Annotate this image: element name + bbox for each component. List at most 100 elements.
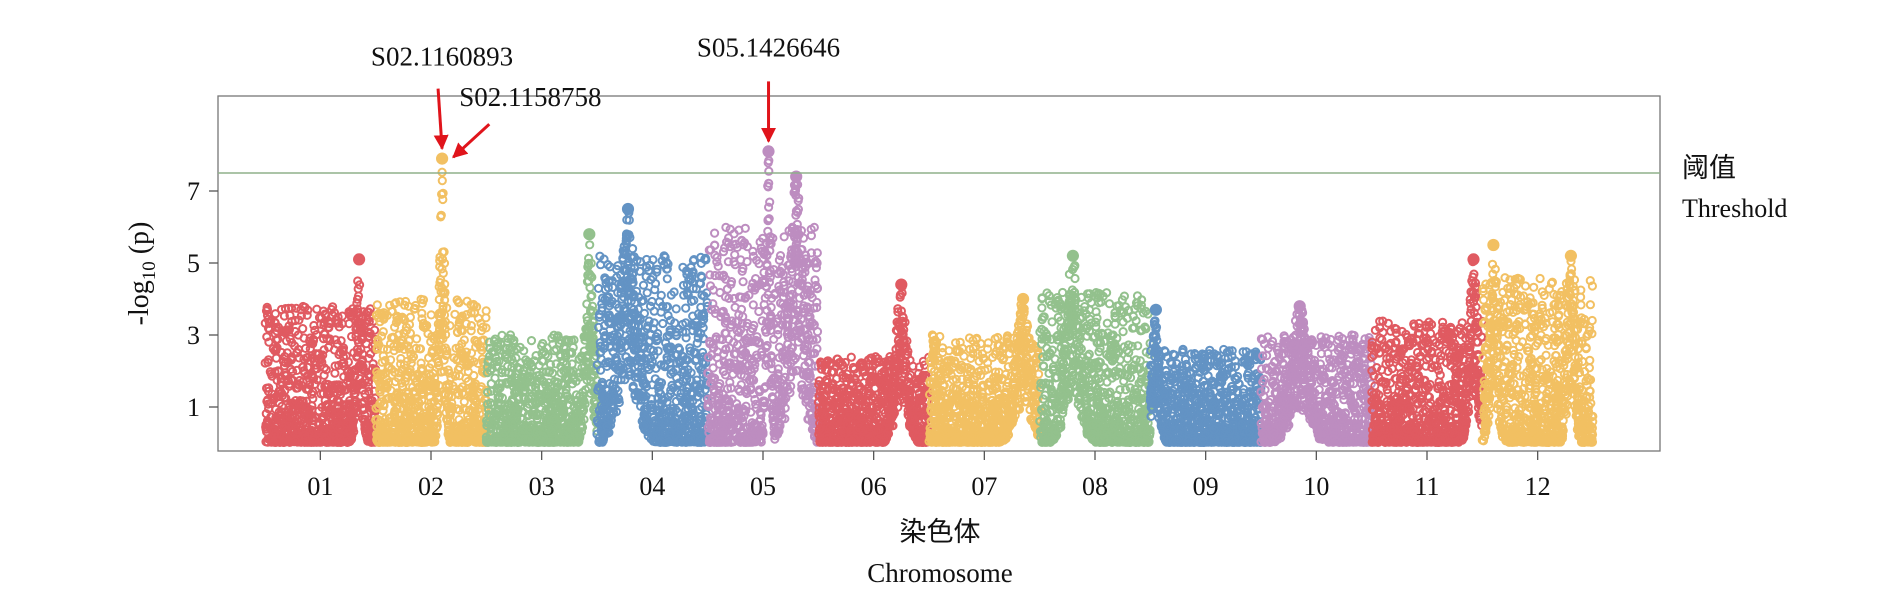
snp-point <box>344 319 354 329</box>
snp-point <box>340 404 350 414</box>
snp-point <box>369 386 379 396</box>
snp-point <box>628 244 638 254</box>
chromosome-01-points <box>260 253 381 447</box>
snp-point <box>262 427 272 437</box>
snp-point <box>337 311 347 321</box>
snp-point <box>280 304 291 314</box>
snp-point <box>357 404 367 414</box>
snp-point <box>437 176 447 186</box>
snp-point <box>353 276 363 286</box>
snp-point <box>345 308 355 318</box>
snp-point <box>284 381 294 391</box>
snp-point <box>593 283 604 293</box>
snp-point <box>285 437 295 447</box>
snp-point <box>292 365 302 375</box>
snp-point <box>713 261 723 271</box>
snp-point <box>287 316 297 327</box>
snp-point <box>334 397 344 407</box>
snp-point <box>526 336 537 346</box>
snp-point <box>305 344 315 354</box>
snp-point <box>330 368 340 378</box>
chromosome-03-points <box>481 228 602 447</box>
snp-point <box>671 304 681 314</box>
snp-point <box>314 313 325 323</box>
snp-point <box>346 368 356 378</box>
snp-point <box>773 329 783 340</box>
snp-point <box>354 311 364 321</box>
snp-point <box>265 325 275 335</box>
snp-point <box>658 318 668 329</box>
snp-point <box>325 336 335 346</box>
snp-point <box>339 372 349 382</box>
snp-point <box>437 167 447 177</box>
snp-point <box>307 389 317 399</box>
snp-point <box>291 303 301 313</box>
peak-snp-point <box>436 152 449 165</box>
snp-point <box>710 228 720 238</box>
peak-snp-point <box>583 228 596 241</box>
snp-point <box>341 385 351 395</box>
snp-point <box>344 425 354 436</box>
snp-point <box>269 430 280 440</box>
snp-point <box>320 329 330 339</box>
snp-point <box>310 364 320 374</box>
snp-point <box>350 381 360 391</box>
snp-point <box>779 232 789 242</box>
snp-point <box>358 365 368 375</box>
snp-point <box>349 389 359 399</box>
snp-point <box>357 399 367 409</box>
chromosome-05-points <box>703 145 823 447</box>
snp-point <box>320 395 330 406</box>
snp-point <box>318 350 328 360</box>
snp-point <box>754 306 764 317</box>
snp-point <box>290 326 300 337</box>
snp-point <box>310 325 320 335</box>
snp-point <box>277 326 287 336</box>
snp-point <box>263 314 273 324</box>
snp-point <box>585 240 595 250</box>
snp-point <box>353 347 363 357</box>
peak-snp-point <box>621 202 635 216</box>
snp-point <box>357 357 367 367</box>
snp-point <box>335 347 345 357</box>
snp-point <box>278 356 289 367</box>
snp-point <box>299 412 309 422</box>
snp-point <box>318 306 329 316</box>
snp-point <box>271 353 281 363</box>
chromosome-04-points <box>592 202 713 447</box>
snp-point <box>265 367 275 377</box>
snp-point <box>358 362 368 372</box>
snp-point <box>308 435 318 445</box>
snp-point <box>333 318 343 328</box>
snp-point <box>313 350 323 360</box>
snp-point <box>305 333 315 343</box>
snp-point <box>300 368 310 378</box>
snp-point <box>270 367 280 377</box>
snp-point <box>303 404 313 414</box>
snp-point <box>262 383 272 393</box>
snp-point <box>642 288 652 298</box>
snp-point <box>355 321 366 331</box>
snp-point <box>294 398 304 408</box>
snp-point <box>285 334 295 344</box>
snp-point <box>284 421 294 431</box>
snp-point <box>276 377 286 387</box>
snp-point <box>290 341 300 351</box>
snp-point <box>774 255 785 265</box>
snp-point <box>274 410 285 421</box>
points-layer <box>260 145 1598 447</box>
snp-point <box>272 343 282 353</box>
snp-point <box>304 380 315 390</box>
snp-point <box>363 327 373 337</box>
snp-point <box>361 430 371 440</box>
snp-point <box>275 389 285 399</box>
snp-point <box>331 437 341 447</box>
snp-point <box>332 395 342 405</box>
snp-point <box>316 437 326 447</box>
snp-point <box>330 335 341 345</box>
snp-point <box>262 304 273 314</box>
snp-point <box>349 402 359 412</box>
snp-point <box>273 334 283 344</box>
snp-point <box>299 354 309 364</box>
